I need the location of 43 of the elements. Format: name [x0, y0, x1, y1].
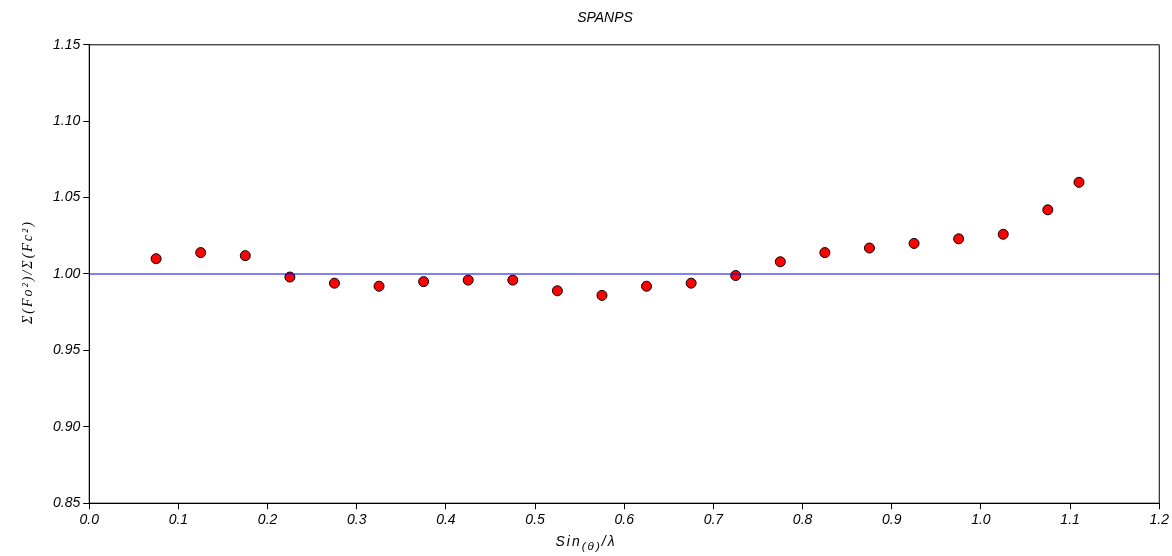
- point: [641, 280, 653, 292]
- point: [507, 274, 519, 286]
- x-tick-label: 0.3: [347, 511, 367, 528]
- point: [239, 250, 251, 262]
- point: [685, 277, 697, 289]
- y-tick-label: 0.85: [53, 494, 81, 511]
- point: [1073, 176, 1085, 188]
- point: [195, 247, 207, 259]
- point: [908, 237, 920, 249]
- x-tick-label: 0.0: [79, 511, 100, 528]
- x-tick-label: 0.8: [792, 511, 813, 528]
- y-tick-label: 1.00: [53, 264, 81, 281]
- x-tick-label: 0.4: [436, 511, 456, 528]
- x-tick-label: 0.9: [882, 511, 902, 528]
- y-tick-label: 0.95: [53, 341, 81, 358]
- y-tick-label: 0.90: [53, 417, 81, 434]
- x-axis-title: Sin$_{(θ)}$/λ: [554, 533, 618, 552]
- chart-title: SPANPS: [577, 9, 634, 26]
- x-tick-label: 1.1: [1060, 511, 1080, 528]
- point: [953, 233, 965, 245]
- point: [373, 280, 385, 292]
- point: [551, 285, 563, 297]
- point: [997, 228, 1009, 240]
- point: [863, 242, 875, 254]
- point: [328, 277, 340, 289]
- x-tick-label: 0.7: [703, 511, 725, 528]
- point: [596, 289, 608, 301]
- x-tick-label: 0.2: [257, 511, 278, 528]
- x-tick-label: 0.1: [168, 511, 189, 528]
- x-tick-label: 1.2: [1149, 511, 1170, 528]
- point: [462, 274, 474, 286]
- y-tick-label: 1.10: [53, 112, 81, 129]
- y-tick-label: 1.15: [53, 35, 81, 52]
- x-tick-label: 1.0: [971, 511, 991, 528]
- point: [1042, 204, 1054, 216]
- x-tick-label: 0.5: [525, 511, 546, 528]
- point: [774, 256, 786, 268]
- point: [819, 247, 831, 259]
- y-tick-label: 1.05: [53, 188, 81, 205]
- x-tick-label: 0.6: [614, 511, 635, 528]
- y-axis-title: Σ(Fo²)/Σ(Fc²): [20, 220, 36, 324]
- point: [418, 276, 430, 288]
- point: [150, 253, 162, 265]
